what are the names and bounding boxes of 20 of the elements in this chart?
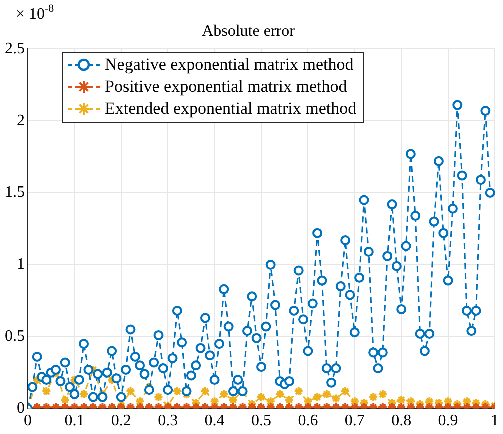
x-tick-label: 1: [491, 412, 499, 430]
legend-label: Extended exponential matrix method: [105, 98, 357, 120]
x-tick-label: 0.1: [64, 412, 85, 430]
legend-label: Positive exponential matrix method: [105, 76, 348, 98]
chart-title: Absolute error: [202, 22, 296, 40]
x-tick-label: 0.9: [438, 412, 458, 430]
y-tick-label: 2.5: [5, 40, 25, 58]
x-tick-label: 0.8: [392, 412, 412, 430]
y-tick-label: 0.5: [5, 328, 25, 346]
x-tick-label: 0.7: [344, 412, 365, 430]
y-tick-label: 1: [17, 256, 25, 274]
x-tick-label: 0.6: [298, 412, 318, 430]
x-tick-label: 0.2: [111, 412, 132, 430]
y-tick-label: 1.5: [5, 184, 25, 202]
y-tick-label: 2: [17, 112, 25, 130]
x-tick-label: 0.5: [252, 412, 272, 430]
legend-label: Negative exponential matrix method: [105, 54, 354, 76]
x-tick-label: 0.4: [204, 412, 225, 430]
y-tick-label: 0: [17, 400, 25, 418]
x-tick-label: 0.3: [158, 412, 178, 430]
